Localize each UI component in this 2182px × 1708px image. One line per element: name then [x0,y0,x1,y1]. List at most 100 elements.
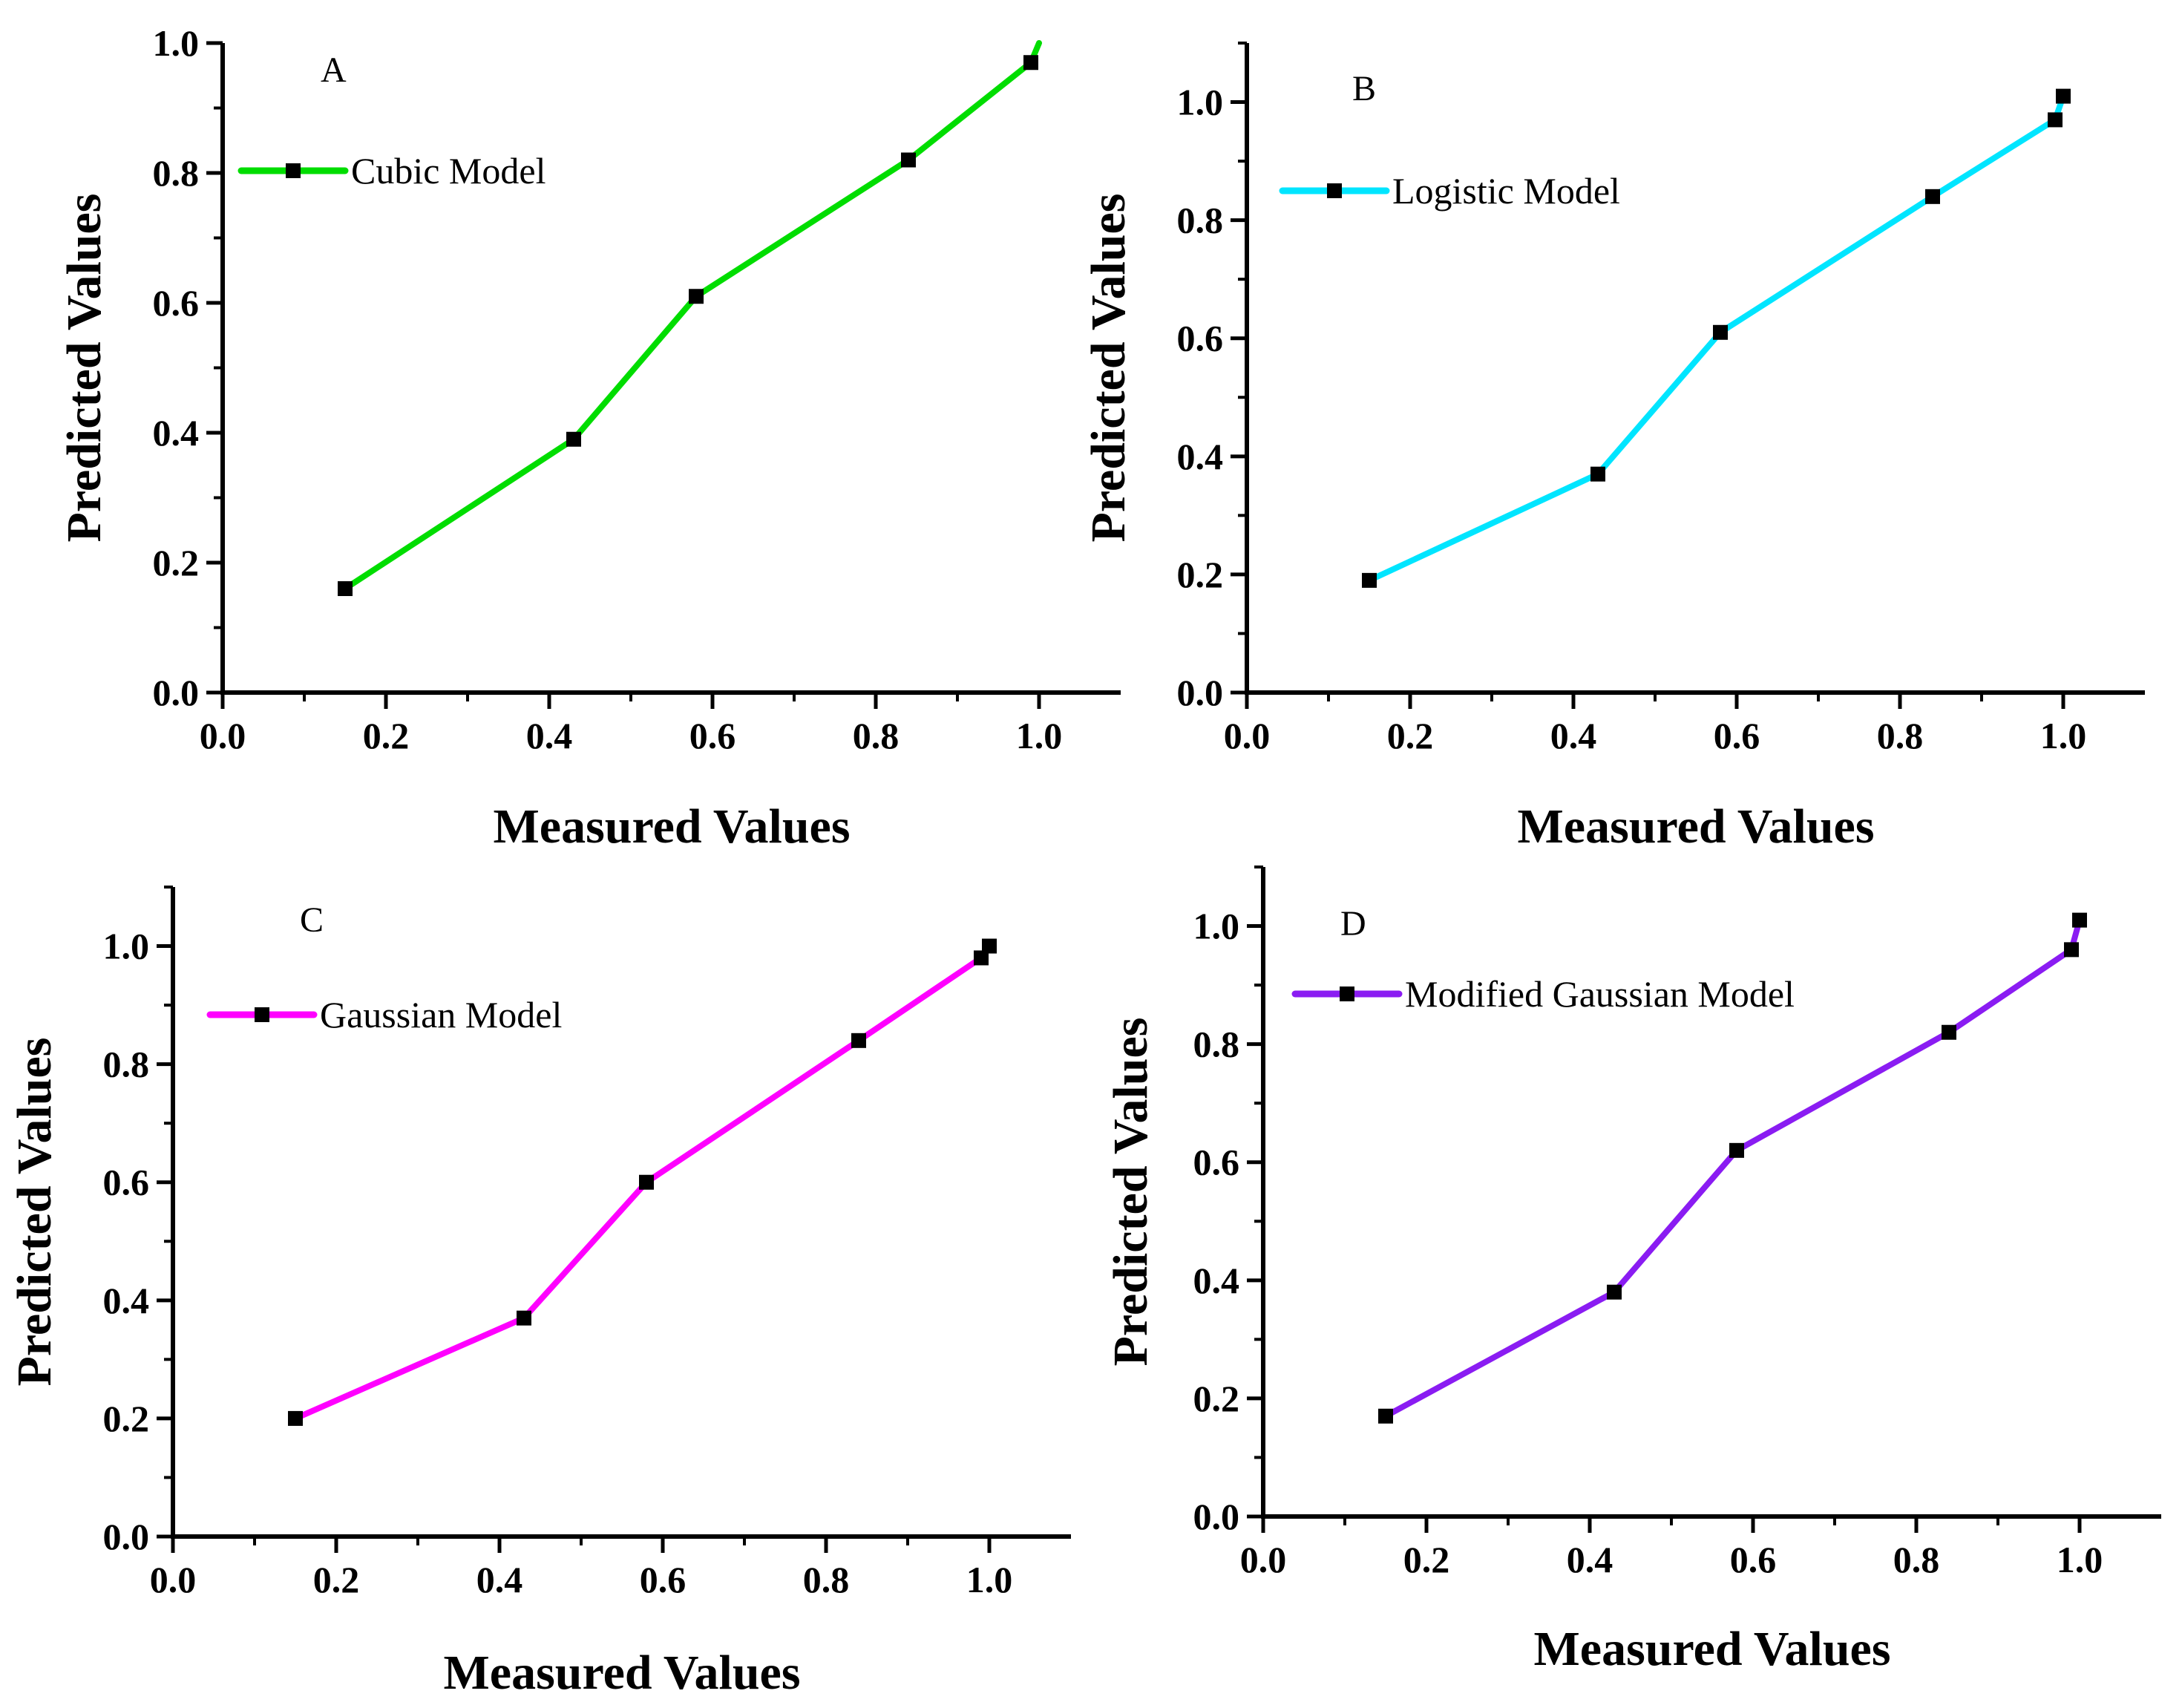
data-point [1362,572,1377,588]
panel-letter: D [1340,904,1366,943]
legend-marker [1340,986,1354,1001]
data-point [288,1410,303,1426]
data-point [1729,1142,1744,1158]
y-tick-label: 0.4 [1177,436,1224,477]
data-point [982,938,997,954]
panel-letter: B [1352,69,1376,108]
x-tick-label: 1.0 [2040,715,2087,756]
data-point [2056,88,2071,104]
legend-marker [1327,183,1342,198]
x-tick-label: 0.6 [640,1559,687,1600]
y-tick-label: 0.6 [1193,1142,1240,1183]
x-tick-label: 0.0 [1224,715,1271,756]
panel-a: 0.0 0.2 0.4 0.6 0.8 1.0 0.0 0.2 0.4 0.6 0.8 1.0 Meas… [57,22,1121,854]
data-point [1713,324,1728,340]
data-point [2072,912,2087,928]
data-point [1590,466,1605,482]
x-tick-label: 0.6 [1730,1539,1777,1580]
y-tick-label: 1.0 [1177,82,1224,123]
x-tick-label: 0.4 [526,715,573,756]
x-tick-label: 0.0 [200,715,246,756]
y-tick-label: 0.2 [103,1398,150,1439]
y-tick-label: 0.4 [1193,1260,1240,1301]
legend-marker [255,1007,269,1022]
data-point [2048,112,2063,128]
y-tick-label: 0.8 [1193,1024,1240,1065]
y-tick-label: 0.6 [153,282,200,324]
x-tick-label: 0.8 [1893,1539,1940,1580]
data-point [1607,1284,1622,1300]
y-tick-label: 0.2 [1177,554,1224,595]
legend: Logistic Model [1279,170,1620,212]
panel-d: 0.0 0.2 0.4 0.6 0.8 1.0 0.0 0.2 0.4 0.6 0.8 1.0 Meas… [1104,866,2161,1676]
y-tick-label: 1.0 [1193,906,1240,947]
x-axis-title: Measured Values [443,1646,800,1700]
y-tick-label: 0.8 [103,1044,150,1085]
x-axis-title: Measured Values [1517,799,1874,854]
data-point [689,289,704,304]
y-tick-label: 0.6 [1177,318,1224,359]
y-tick-label: 0.4 [103,1280,150,1321]
y-axis-title: Predicted Values [1104,1018,1158,1367]
x-tick-label: 0.6 [689,715,736,756]
x-tick-label: 0.8 [853,715,900,756]
y-tick-label: 0.0 [1177,672,1224,713]
y-axis-title: Predicted Values [1081,194,1136,543]
data-point [1023,55,1038,71]
data-point [1925,189,1940,204]
y-tick-label: 0.2 [1193,1378,1240,1419]
x-tick-label: 0.2 [313,1559,360,1600]
x-tick-label: 1.0 [2057,1539,2103,1580]
legend: Modified Gaussian Model [1291,973,1795,1015]
x-tick-label: 1.0 [966,1559,1013,1600]
series-line [342,40,1042,592]
x-tick-label: 0.4 [1567,1539,1613,1580]
x-axis-title: Measured Values [1533,1622,1890,1676]
y-axis-title: Predicted Values [57,194,111,543]
x-tick-label: 0.8 [803,1559,850,1600]
legend-label: Logistic Model [1392,170,1620,212]
x-tick-label: 0.0 [1240,1539,1287,1580]
panel-letter: A [321,50,347,90]
x-tick-label: 0.4 [476,1559,523,1600]
y-tick-label: 0.6 [103,1162,150,1203]
data-point [1942,1024,1956,1040]
legend-label: Gaussian Model [320,994,562,1035]
y-tick-label: 1.0 [153,22,200,64]
data-point [639,1174,654,1190]
x-tick-label: 0.2 [363,715,410,756]
y-tick-label: 0.8 [153,152,200,194]
data-point [338,581,353,596]
legend: Gaussian Model [206,994,562,1035]
panel-c: 0.0 0.2 0.4 0.6 0.8 1.0 0.0 0.2 0.4 0.6 0.8 1.0 Meas… [7,886,1071,1700]
x-axis-title: Measured Values [493,799,850,854]
x-tick-label: 0.8 [1877,715,1924,756]
data-point [1378,1408,1393,1424]
legend-marker [286,163,301,178]
y-tick-label: 0.2 [153,542,200,583]
data-point [851,1033,866,1048]
y-axis-title: Predicted Values [7,1038,62,1387]
panel-letter: C [300,900,324,940]
legend-label: Modified Gaussian Model [1405,973,1795,1015]
y-tick-label: 0.8 [1177,200,1224,241]
y-tick-label: 0.0 [103,1516,150,1557]
x-tick-label: 0.6 [1714,715,1760,756]
data-point [974,950,989,966]
data-point [901,152,916,168]
y-tick-label: 0.4 [153,412,200,454]
panel-b: 0.0 0.2 0.4 0.6 0.8 1.0 0.0 0.2 0.4 0.6 0.8 1.0 Meas… [1081,42,2145,854]
x-tick-label: 0.4 [1550,715,1597,756]
x-tick-label: 1.0 [1016,715,1063,756]
y-tick-label: 0.0 [1193,1496,1240,1537]
legend-label: Cubic Model [351,150,546,192]
x-tick-label: 0.0 [150,1559,197,1600]
y-tick-label: 1.0 [103,926,150,967]
y-tick-label: 0.0 [153,672,200,713]
data-point [566,431,581,447]
x-tick-label: 0.2 [1387,715,1434,756]
legend: Cubic Model [237,150,546,192]
data-point [517,1310,531,1326]
x-tick-label: 0.2 [1403,1539,1450,1580]
